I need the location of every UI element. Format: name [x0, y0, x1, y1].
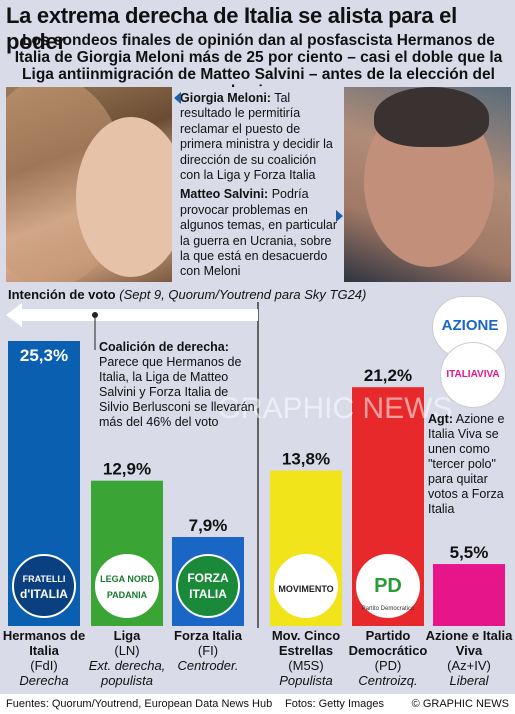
value-label-4: 13,8%: [282, 450, 330, 469]
party-abbr-5: (PD): [374, 658, 402, 673]
italiaviva-logo: ITALIAVIVA: [440, 342, 506, 408]
agt-note: Agt: Azione e Italia Viva se unen como "…: [428, 412, 512, 517]
footer-credit: © GRAPHIC NEWS: [411, 698, 509, 710]
party-desc-2: Ext. derecha, populista: [88, 658, 166, 688]
footer-sources: Fuentes: Quorum/Youtrend, European Data …: [6, 698, 273, 710]
party-name-6: Azione e Italia Viva: [425, 628, 513, 658]
party-abbr-2: (LN): [114, 643, 140, 658]
party-logo-text-4-1: MOVIMENTO: [278, 584, 333, 594]
quote-box: Giorgia Meloni: Tal resultado le permiti…: [172, 87, 344, 282]
party-abbr-3: (FI): [197, 643, 219, 658]
chart-header-source: (Sept 9, Quorum/Youtrend para Sky TG24): [119, 287, 367, 302]
party-name-2: Liga: [113, 628, 141, 643]
party-name-4: Mov. Cinco Estrellas: [271, 628, 341, 658]
footer-photo-credit: Fotos: Getty Images: [285, 698, 385, 710]
party-label-4: Mov. Cinco Estrellas (M5S) Populista: [262, 628, 350, 688]
value-label-5: 21,2%: [364, 366, 412, 385]
party-logo-text-3-2: ITALIA: [189, 587, 227, 601]
agt-note-heading: Agt:: [428, 412, 453, 426]
party-logo-1: [12, 554, 76, 618]
watermark: GRAPHIC NEWS: [217, 392, 452, 425]
party-desc-5: Centroizq.: [358, 673, 418, 688]
coalition-note-heading: Coalición de derecha:: [99, 340, 229, 354]
party-logo-5: [356, 554, 420, 618]
value-label-1: 25,3%: [20, 346, 68, 365]
party-label-1: Hermanos de Italia (FdI) Derecha: [0, 628, 88, 688]
party-logo-text-1-2: d'ITALIA: [20, 587, 68, 601]
meloni-quote-text: Tal resultado le permitiría reclamar el …: [180, 91, 333, 183]
salvini-quote-name: Matteo Salvini:: [180, 187, 269, 202]
party-desc-4: Populista: [279, 673, 333, 688]
salvini-quote: Matteo Salvini: Podría provocar problema…: [180, 187, 338, 279]
note-leader-dot: [92, 312, 98, 318]
party-abbr-1: (FdI): [30, 658, 58, 673]
salvini-quote-text: Podría provocar problemas en algunos tem…: [180, 187, 338, 279]
party-name-5: Partido Democrático: [348, 628, 428, 658]
arrow-shaft: [18, 309, 258, 321]
party-label-6: Azione e Italia Viva (Az+IV) Liberal: [425, 628, 513, 688]
party-name-3: Forza Italia: [174, 628, 242, 643]
coalition-note-text: Parece que Hermanos de Italia, la Liga d…: [99, 355, 255, 429]
agt-note-text: Azione e Italia Viva se unen como "terce…: [428, 412, 505, 516]
coalition-note: Coalición de derecha: Parece que Hermano…: [99, 340, 259, 430]
arrow-head: [6, 303, 22, 327]
azione-logo-text: AZIONE: [441, 317, 499, 334]
party-logo-text-5-1: PD: [374, 575, 402, 597]
party-name-1: Hermanos de Italia: [2, 628, 86, 658]
party-logo-2: [95, 554, 159, 618]
party-abbr-4: (M5S): [288, 658, 324, 673]
party-logo-text-2-2: PADANIA: [107, 590, 148, 600]
chart-header-label: Intención de voto: [8, 287, 116, 302]
meloni-photo: [6, 87, 172, 282]
footer: Fuentes: Quorum/Youtrend, European Data …: [0, 694, 515, 714]
pd-logo-subtext: Partito Democratico: [362, 606, 415, 612]
party-logo-4: [274, 554, 338, 618]
party-desc-6: Liberal: [449, 673, 489, 688]
salvini-pointer: [336, 210, 343, 222]
page-title: La extrema derecha de Italia se alista p…: [6, 3, 457, 54]
value-label-2: 12,9%: [103, 460, 151, 479]
chart-header: Intención de voto (Sept 9, Quorum/Youtre…: [8, 287, 366, 302]
vote-chart: 25,3% FRATELLI d'ITALIA 12,9% LEGA NORD PADAN…: [6, 302, 505, 628]
party-logo-text-3-1: FORZA: [187, 571, 229, 585]
party-logo-3: [176, 554, 240, 618]
party-abbr-6: (Az+IV): [447, 658, 491, 673]
value-label-3: 7,9%: [189, 516, 228, 535]
italiaviva-logo-text: ITALIAVIVA: [446, 369, 500, 380]
party-desc-3: Centroder.: [177, 658, 239, 673]
meloni-pointer: [174, 92, 181, 104]
meloni-quote-name: Giorgia Meloni:: [180, 91, 271, 105]
party-logo-text-1-1: FRATELLI: [23, 574, 66, 584]
party-label-3: Forza Italia (FI) Centroder.: [164, 628, 252, 673]
party-label-5: Partido Democrático (PD) Centroizq.: [344, 628, 432, 688]
salvini-photo: [344, 87, 511, 282]
party-logo-text-2-1: LEGA NORD: [100, 574, 154, 584]
meloni-quote: Giorgia Meloni: Tal resultado le permiti…: [180, 91, 338, 183]
bar-6: [433, 564, 505, 626]
party-desc-1: Derecha: [19, 673, 69, 688]
coalition-arrow: [6, 302, 259, 628]
party-label-2: Liga (LN) Ext. derecha, populista: [83, 628, 171, 688]
value-label-6: 5,5%: [450, 543, 489, 562]
